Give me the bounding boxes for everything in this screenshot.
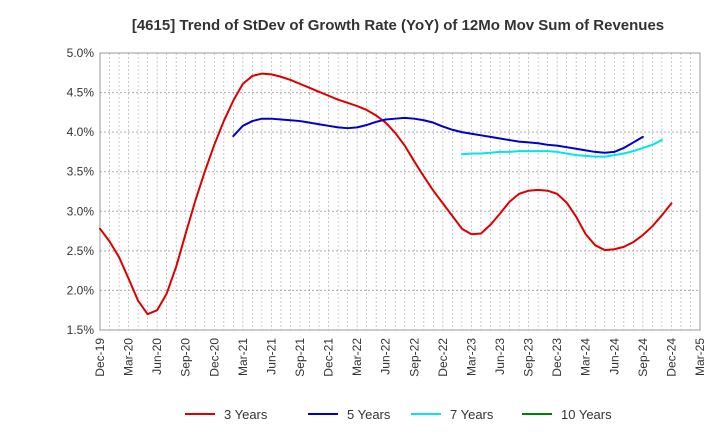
- y-tick-label: 2.0%: [67, 283, 95, 297]
- y-tick-label: 3.0%: [67, 204, 95, 218]
- x-axis: Dec-19 Mar-20 Jun-20 Sep-20 Dec-20 Mar-21 Jun-…: [93, 338, 707, 377]
- x-tick-label: Mar-21: [236, 338, 250, 376]
- series-line-5-years: [232, 116, 644, 154]
- x-tick-label: Sep-23: [522, 338, 536, 377]
- chart-title: [4615] Trend of StDev of Growth Rate (Yo…: [132, 17, 664, 34]
- x-tick-label: Dec-19: [93, 338, 107, 377]
- x-tick-label: Dec-23: [550, 338, 564, 377]
- x-tick-label: Dec-24: [664, 338, 678, 377]
- legend-label-10-years: 10 Years: [561, 407, 612, 422]
- plot-area-frame: [99, 52, 701, 331]
- legend: 3 Years 5 Years 7 Years 10 Years: [185, 407, 612, 422]
- x-tick-label: Mar-25: [693, 338, 707, 376]
- x-tick-label: Mar-20: [122, 338, 136, 376]
- x-tick-label: Jun-23: [493, 338, 507, 375]
- x-tick-label: Jun-21: [264, 338, 278, 375]
- legend-label-7-years: 7 Years: [450, 407, 494, 422]
- y-axis: 1.5% 2.0% 2.5% 3.0% 3.5% 4.0% 4.5% 5.0%: [67, 46, 95, 337]
- legend-label-3-years: 3 Years: [224, 407, 268, 422]
- y-tick-label: 4.5%: [67, 86, 95, 100]
- x-tick-label: Jun-22: [379, 338, 393, 375]
- x-tick-label: Mar-24: [579, 338, 593, 376]
- x-tick-label: Sep-21: [293, 338, 307, 377]
- x-tick-label: Mar-23: [464, 338, 478, 376]
- x-tick-label: Jun-20: [150, 338, 164, 375]
- series-group: [99, 72, 673, 316]
- series-line-3-years: [99, 72, 673, 316]
- x-tick-label: Sep-24: [636, 338, 650, 377]
- x-tick-label: Sep-20: [179, 338, 193, 377]
- x-tick-label: Sep-22: [407, 338, 421, 377]
- series-line-7-years: [460, 139, 663, 158]
- x-tick-label: Dec-21: [322, 338, 336, 377]
- x-tick-label: Dec-22: [436, 338, 450, 377]
- y-tick-label: 2.5%: [67, 244, 95, 258]
- x-tick-label: Dec-20: [207, 338, 221, 377]
- y-tick-label: 1.5%: [67, 323, 95, 337]
- legend-label-5-years: 5 Years: [347, 407, 391, 422]
- y-tick-label: 3.5%: [67, 165, 95, 179]
- grid: [100, 53, 700, 330]
- y-tick-label: 4.0%: [67, 125, 95, 139]
- y-tick-label: 5.0%: [67, 46, 95, 60]
- x-tick-label: Jun-24: [607, 338, 621, 375]
- x-tick-label: Mar-22: [350, 338, 364, 376]
